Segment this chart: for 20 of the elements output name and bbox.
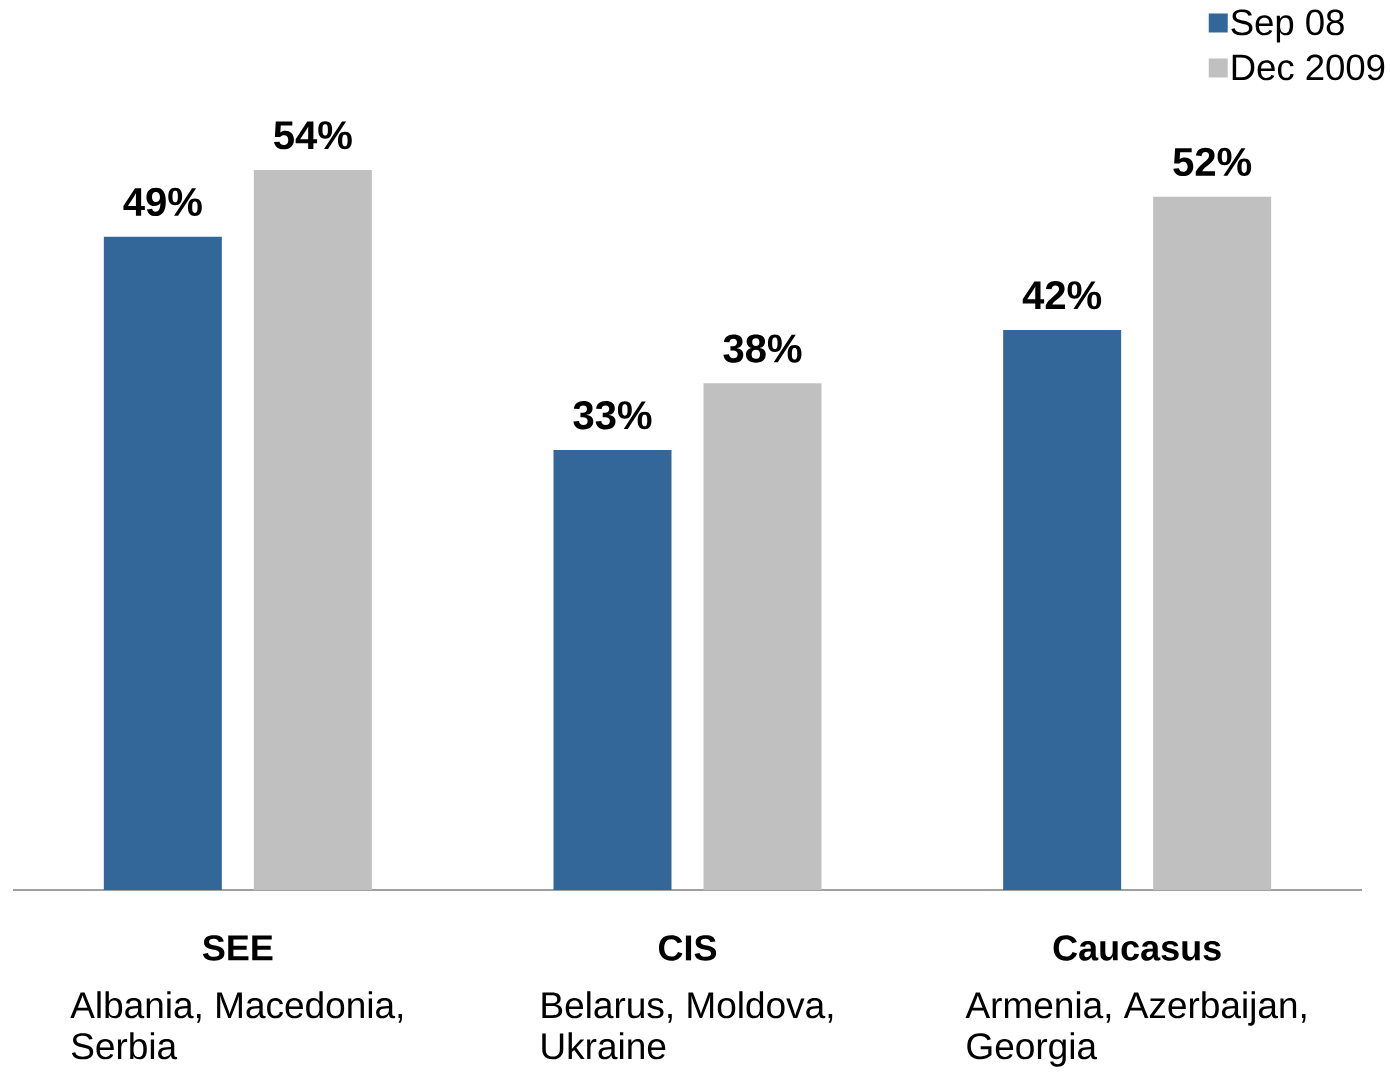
data-label: 38% bbox=[723, 334, 802, 363]
text: Belarus, Moldova, Ukraine bbox=[542, 991, 833, 1060]
bar bbox=[103, 236, 222, 890]
x-tick-label: SEE bbox=[202, 935, 273, 961]
bar bbox=[1153, 196, 1272, 890]
bar bbox=[253, 169, 372, 890]
bar bbox=[703, 383, 822, 890]
data-label: 33% bbox=[573, 401, 652, 430]
text: Albania, Macedonia, Serbia bbox=[70, 991, 403, 1060]
bar bbox=[553, 449, 672, 890]
data-label: 49% bbox=[123, 187, 202, 217]
data-label: 42% bbox=[1022, 281, 1102, 310]
x-tick-label: CIS bbox=[658, 935, 717, 961]
legend-label: Sep 08 bbox=[1231, 9, 1344, 43]
legend-label: Dec 2009 bbox=[1232, 54, 1385, 81]
data-label: 52% bbox=[1173, 147, 1252, 177]
text: Armenia, Azerbaijan, Georgia bbox=[965, 991, 1306, 1067]
bar bbox=[1003, 329, 1122, 890]
x-tick-label: Caucasus bbox=[1053, 935, 1221, 961]
data-label: 54% bbox=[274, 121, 352, 150]
